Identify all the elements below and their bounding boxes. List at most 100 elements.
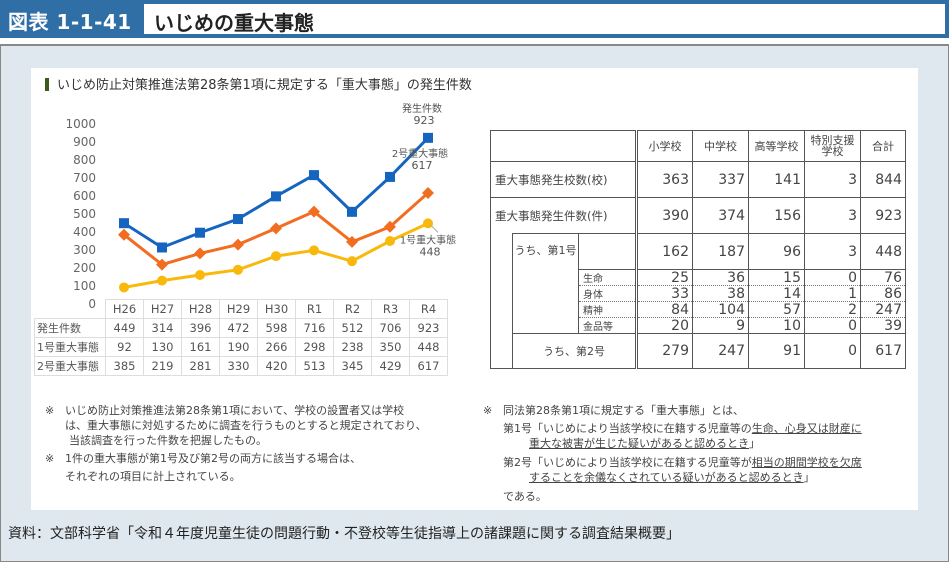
annotation-label: 2号重大事態 (392, 147, 448, 160)
note-intro: ※ 同法第28条第1項に規定する「重大事態」とは、 (483, 403, 913, 418)
data-cell: 266 (257, 337, 296, 357)
data-cell: 512 (333, 318, 372, 338)
note-line: それぞれの項目に計上されている。 (65, 470, 241, 483)
notes-right: ※ 同法第28条第1項に規定する「重大事態」とは、 第1号「いじめにより当該学校に… (483, 403, 913, 504)
data-cell: 923 (860, 197, 906, 234)
data-cell: 156 (748, 197, 805, 234)
note-line: は、重大事態に対処するために調査を行うものとすると規定されており、 (65, 419, 427, 432)
data-point (233, 264, 243, 275)
note-text: 」 (749, 437, 760, 450)
data-point (385, 236, 395, 246)
data-cell: 96 (748, 233, 805, 270)
note-item1-cont: 重大な被害が生じた疑いがあると認めるとき」 (483, 436, 913, 451)
data-cell: 9 (692, 317, 749, 334)
data-cell: 0 (804, 269, 861, 286)
data-cell: 238 (333, 337, 372, 357)
data-cell: 363 (636, 161, 693, 198)
note-item1: 第1号「いじめにより当該学校に在籍する児童等の生命、心身又は財産に (483, 421, 913, 436)
summary-header-row: 小学校 中学校 高等学校 特別支援 学校 合計 (490, 130, 906, 162)
col-header-line: 学校 (821, 145, 844, 158)
data-cell: 130 (143, 337, 182, 357)
chart-data-table: H26 H27 H28 H29 H30 R1 R2 R3 R4 発生件数 449 314 396 472… (34, 299, 448, 376)
annotation-value: 923 (414, 114, 435, 127)
summary-row: 身体 33 38 14 1 86 (491, 285, 906, 302)
row-label: うち、第2号 (512, 333, 638, 369)
data-cell: 247 (692, 333, 749, 369)
notes-left: ※ いじめ防止対策推進法第28条第1項において、学校の設置者又は学校 は、重大事… (45, 403, 465, 484)
data-point (308, 205, 320, 218)
note: ※ いじめ防止対策推進法第28条第1項において、学校の設置者又は学校 は、重大事… (45, 403, 465, 448)
category-label: R1 (295, 299, 334, 319)
summary-row: 重大事態発生件数(件) 390 374 156 3 923 (490, 197, 906, 234)
data-cell: 345 (333, 356, 372, 376)
data-table-header-row: H26 H27 H28 H29 H30 R1 R2 R3 R4 (35, 299, 448, 319)
data-cell: 14 (748, 285, 805, 302)
y-tick-label: 900 (73, 135, 96, 149)
data-cell: 281 (181, 356, 220, 376)
content-panel: いじめ防止対策推進法第28条第1項に規定する「重大事態」の発生件数 0 100 20… (31, 68, 918, 510)
data-point (422, 186, 434, 199)
title-box: いじめの重大事態 (144, 4, 945, 35)
data-cell: 844 (860, 161, 906, 198)
y-tick-label: 300 (73, 243, 96, 257)
summary-row: 精神 84 104 57 2 247 (491, 301, 906, 318)
category-label: H28 (181, 299, 220, 319)
note-body: 1件の重大事態が第1号及び第2号の両方に該当する場合は、 それぞれの項目に計上さ… (65, 451, 361, 484)
data-cell: 0 (804, 317, 861, 334)
note: ※ 1件の重大事態が第1号及び第2号の両方に該当する場合は、 それぞれの項目に計… (45, 451, 465, 484)
data-point (309, 245, 319, 256)
figure-number: 図表 1-1-41 (8, 10, 132, 34)
annotation-label: 発生件数 (402, 102, 442, 115)
col-header: 中学校 (692, 130, 749, 162)
col-header-line: 特別支援 (810, 134, 855, 147)
data-point (271, 251, 281, 262)
data-cell: 314 (143, 318, 182, 338)
note-closing: である。 (503, 490, 547, 503)
row-label: 重大事態発生件数(件) (490, 197, 638, 234)
figure-frame: いじめ防止対策推進法第28条第1項に規定する「重大事態」の発生件数 0 100 20… (0, 44, 949, 562)
row-label: 発生件数 (34, 318, 106, 338)
col-header: 特別支援 学校 (804, 130, 861, 162)
summary-corner (490, 130, 638, 162)
data-point (119, 282, 129, 293)
chart-subtitle: いじめ防止対策推進法第28条第1項に規定する「重大事態」の発生件数 (45, 74, 472, 93)
category-label: H26 (105, 299, 144, 319)
data-cell: 36 (692, 269, 749, 286)
data-cell: 76 (860, 269, 906, 286)
data-cell: 420 (257, 356, 296, 376)
data-cell: 448 (860, 233, 906, 270)
row-label: 金品等 (578, 317, 638, 334)
data-point (423, 132, 433, 143)
annotation-value: 617 (412, 159, 433, 172)
data-cell: 20 (636, 317, 693, 334)
note-underlined: 相当の期間学校を欠席 (751, 456, 862, 469)
col-header: 小学校 (636, 130, 693, 162)
data-cell: 374 (692, 197, 749, 234)
y-tick-label: 100 (73, 279, 96, 293)
data-cell: 390 (636, 197, 693, 234)
row-label: 生命 (578, 269, 638, 286)
note-line: いじめ防止対策推進法第28条第1項において、学校の設置者又は学校 (65, 404, 405, 417)
data-point (195, 227, 205, 238)
category-label: R4 (409, 299, 448, 319)
note-mark: ※ (45, 404, 55, 417)
data-cell: 448 (409, 337, 448, 357)
data-cell: 187 (692, 233, 749, 270)
data-table-corner (35, 300, 106, 319)
data-cell: 247 (860, 301, 906, 318)
data-table-row: 2号重大事態 385 219 281 330 420 513 345 429 617 (34, 356, 448, 376)
data-cell: 25 (636, 269, 693, 286)
note-text: 第2号「いじめにより当該学校に在籍する児童等が (503, 456, 752, 469)
category-label: H30 (257, 299, 296, 319)
data-cell: 706 (371, 318, 410, 338)
data-cell: 161 (181, 337, 220, 357)
data-cell: 598 (257, 318, 296, 338)
data-point (384, 220, 396, 233)
data-point (346, 235, 358, 248)
data-cell: 350 (371, 337, 410, 357)
data-cell: 1 (804, 285, 861, 302)
category-label: H29 (219, 299, 258, 319)
note-mark: ※ (45, 452, 55, 465)
data-point (157, 242, 167, 253)
empty-cell (578, 233, 638, 270)
